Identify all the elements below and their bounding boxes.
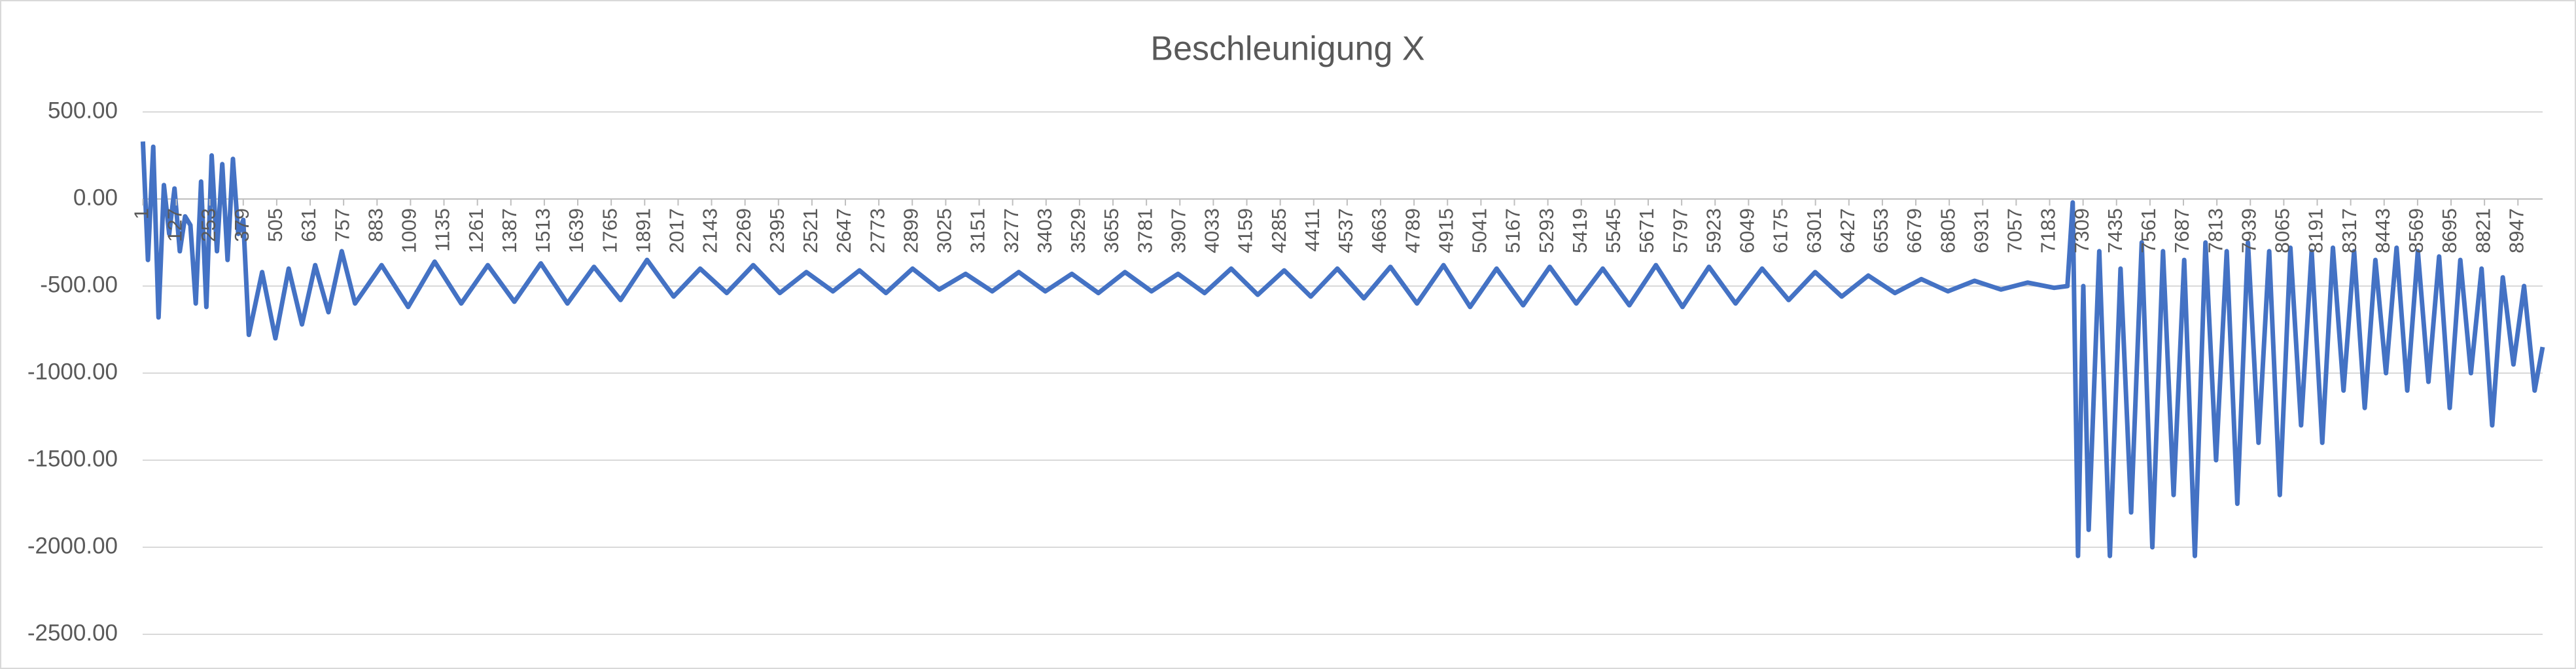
- x-tick-label: 1513: [531, 208, 554, 253]
- x-tick-label: 2395: [766, 208, 788, 253]
- y-tick-label: -2000.00: [27, 533, 118, 558]
- x-tick-label: 2017: [665, 208, 688, 253]
- x-tick-label: 6301: [1803, 208, 1826, 253]
- x-tick-label: 5419: [1568, 208, 1591, 253]
- x-tick-label: 505: [264, 208, 287, 242]
- x-tick-label: 2143: [699, 208, 722, 253]
- x-tick-label: 1387: [498, 208, 521, 253]
- x-tick-label: 2269: [732, 208, 755, 253]
- x-tick-label: 4033: [1201, 208, 1224, 253]
- x-tick-label: 3529: [1067, 208, 1089, 253]
- y-tick-label: 0.00: [73, 185, 118, 210]
- x-tick-label: 3277: [1000, 208, 1023, 253]
- x-tick-label: 7561: [2137, 208, 2160, 253]
- x-tick-label: 6175: [1769, 208, 1792, 253]
- x-tick-label: 8443: [2371, 208, 2394, 253]
- x-tick-label: 6679: [1903, 208, 1926, 253]
- x-tick-label: 8695: [2438, 208, 2461, 253]
- x-tick-label: 8569: [2405, 208, 2427, 253]
- x-tick-label: 5923: [1702, 208, 1725, 253]
- x-tick-label: 8821: [2471, 208, 2494, 253]
- x-tick-label: 1639: [565, 208, 588, 253]
- x-tick-label: 4915: [1434, 208, 1457, 253]
- x-tick-label: 4411: [1301, 208, 1324, 252]
- data-line: [140, 141, 2545, 558]
- x-tick-label: 2647: [832, 208, 855, 253]
- x-tick-label: 1009: [398, 208, 421, 253]
- x-tick-label: 1135: [431, 208, 454, 252]
- chart-title: Beschleunigung X: [1150, 30, 1424, 68]
- x-tick-label: 379: [230, 208, 253, 242]
- y-tick-label: -1500.00: [27, 446, 118, 471]
- x-tick-label: 8947: [2505, 208, 2528, 253]
- x-tick-label: 2773: [866, 208, 889, 253]
- x-tick-label: 2899: [899, 208, 922, 253]
- x-tick-label: 631: [297, 208, 320, 242]
- x-tick-label: 3907: [1167, 208, 1190, 253]
- x-tick-label: 7183: [2037, 208, 2060, 253]
- y-tick-label: -2500.00: [27, 620, 118, 645]
- x-tick-label: 8191: [2304, 208, 2327, 253]
- y-tick-label: -500.00: [40, 272, 118, 297]
- x-tick-label: 6931: [1969, 208, 1992, 253]
- x-tick-label: 5167: [1502, 208, 1525, 253]
- x-tick-label: 7939: [2237, 208, 2260, 253]
- x-tick-label: 3151: [966, 208, 989, 253]
- x-tick-label: 6553: [1869, 208, 1892, 253]
- x-tick-label: 5671: [1635, 208, 1658, 253]
- x-tick-label: 5041: [1468, 208, 1491, 253]
- x-tick-label: 4159: [1234, 208, 1257, 253]
- x-tick-label: 6805: [1936, 208, 1959, 253]
- x-tick-label: 757: [330, 208, 353, 242]
- y-tick-label: 500.00: [48, 98, 118, 123]
- x-tick-label: 8065: [2271, 208, 2294, 253]
- x-tick-label: 7813: [2204, 208, 2227, 253]
- x-tick-label: 7435: [2104, 208, 2126, 253]
- x-tick-label: 253: [197, 208, 220, 242]
- x-tick-label: 2521: [799, 208, 822, 253]
- x-tick-label: 3025: [933, 208, 956, 253]
- x-tick-label: 5797: [1668, 208, 1691, 253]
- y-tick-label: -1000.00: [27, 359, 118, 384]
- x-tick-label: 4663: [1367, 208, 1390, 253]
- x-tick-label: 1261: [465, 208, 487, 253]
- x-tick-label: 5293: [1535, 208, 1558, 253]
- x-tick-label: 1: [130, 208, 153, 219]
- x-tick-label: 6427: [1836, 208, 1859, 253]
- x-tick-label: 4789: [1401, 208, 1424, 253]
- x-tick-label: 4285: [1267, 208, 1290, 253]
- x-tick-label: 3403: [1033, 208, 1056, 253]
- x-tick-label: 883: [364, 208, 387, 242]
- x-tick-label: 8317: [2338, 208, 2361, 253]
- x-tick-label: 1765: [598, 208, 621, 253]
- x-tick-label: 6049: [1736, 208, 1759, 253]
- x-tick-label: 1891: [631, 208, 654, 253]
- x-tick-label: 3781: [1133, 208, 1156, 253]
- x-tick-label: 7057: [2003, 208, 2026, 253]
- x-tick-label: 127: [164, 208, 186, 242]
- x-tick-label: 3655: [1100, 208, 1123, 253]
- x-tick-label: 5545: [1602, 208, 1625, 253]
- x-tick-label: 7687: [2170, 208, 2193, 253]
- x-tick-label: 7309: [2070, 208, 2093, 253]
- x-tick-label: 4537: [1334, 208, 1357, 253]
